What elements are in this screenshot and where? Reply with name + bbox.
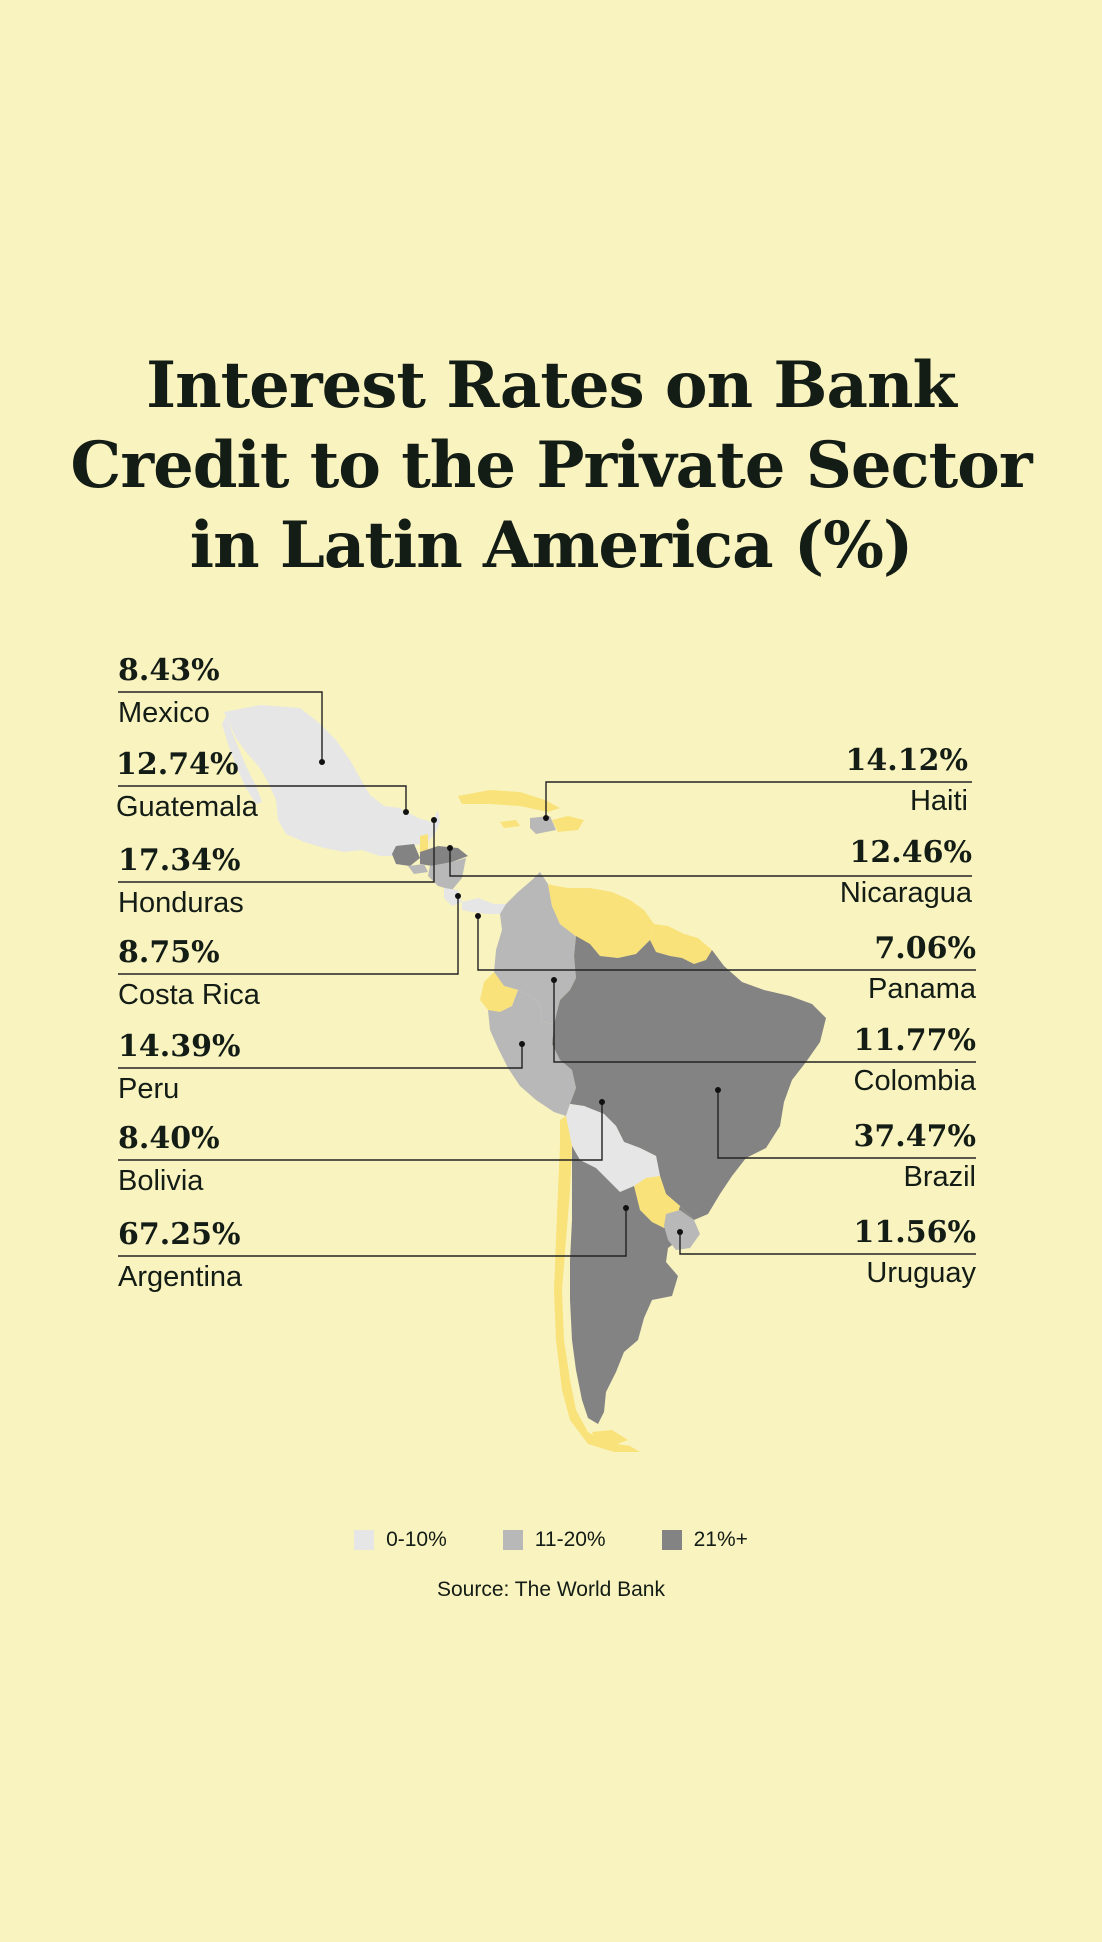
leader-line-haiti: [545, 781, 972, 818]
legend-swatch-21-plus: [661, 1530, 682, 1550]
source-note: Source: The World Bank: [436, 1578, 665, 1601]
map-region-guianas: [650, 924, 712, 964]
value-brazil: 37.47%: [853, 1119, 976, 1154]
leader-line-bolivia: [118, 1102, 603, 1161]
legend-label-0-10: 0-10%: [386, 1528, 447, 1551]
dot-nicaragua: [447, 845, 453, 851]
legend: 0-10% 11-20% 21%+: [0, 1528, 1102, 1552]
dot-costa-rica: [455, 893, 461, 899]
dot-uruguay: [677, 1229, 683, 1235]
leader-line-honduras: [118, 820, 435, 883]
value-peru: 14.39%: [118, 1029, 241, 1064]
map-region-brazil: [552, 936, 826, 1220]
value-guatemala: 12.74%: [116, 747, 239, 782]
value-uruguay: 11.56%: [853, 1215, 976, 1250]
map-region-el-salvador: [408, 864, 428, 874]
map-region-ecuador: [480, 972, 518, 1012]
leader-line-costa-rica: [118, 896, 459, 975]
leader-dots: [319, 759, 721, 1235]
page-title: Interest Rates on Bank Credit to the Pri…: [0, 346, 1102, 586]
label-bolivia: Bolivia: [118, 1165, 204, 1197]
dot-haiti: [543, 815, 549, 821]
dot-argentina: [623, 1205, 629, 1211]
dot-panama: [475, 913, 481, 919]
dot-honduras: [431, 817, 437, 823]
leader-line-argentina: [118, 1208, 627, 1257]
label-argentina: Argentina: [118, 1261, 243, 1293]
value-bolivia: 8.40%: [118, 1121, 220, 1156]
map-region-argentina: [570, 1146, 694, 1424]
leader-line-nicaragua: [449, 848, 972, 877]
value-nicaragua: 12.46%: [849, 835, 972, 870]
map-region-peru: [488, 990, 576, 1116]
label-mexico: Mexico: [118, 697, 210, 729]
value-panama: 7.06%: [874, 931, 976, 966]
dot-brazil: [715, 1087, 721, 1093]
map-region-cuba: [458, 790, 560, 812]
map-region-guatemala: [392, 844, 420, 866]
dot-peru: [519, 1041, 525, 1047]
leader-line-colombia: [553, 980, 976, 1063]
leader-line-panama: [477, 916, 976, 971]
label-honduras: Honduras: [118, 887, 244, 919]
map-region-honduras: [420, 846, 468, 866]
value-colombia: 11.77%: [853, 1023, 976, 1058]
title-line-1: Interest Rates on Bank: [146, 348, 957, 423]
map-region-bolivia: [566, 1104, 660, 1192]
value-argentina: 67.25%: [118, 1217, 241, 1252]
map-region-tierra-del-fuego: [592, 1430, 628, 1446]
label-panama: Panama: [867, 973, 976, 1005]
map-region-mexico: [224, 705, 440, 856]
label-costa-rica: Costa Rica: [118, 979, 260, 1011]
legend-item-0-10: 0-10%: [354, 1528, 447, 1552]
leader-line-guatemala: [118, 785, 407, 812]
leader-line-brazil: [717, 1090, 976, 1159]
map-region-colombia: [494, 872, 576, 1024]
value-costa-rica: 8.75%: [118, 935, 220, 970]
value-honduras: 17.34%: [118, 843, 241, 878]
legend-swatch-0-10: [354, 1530, 375, 1550]
dot-guatemala: [403, 809, 409, 815]
label-nicaragua: Nicaragua: [839, 877, 972, 909]
dot-bolivia: [599, 1099, 605, 1105]
map-region-panama: [462, 898, 506, 914]
map-region-haiti: [530, 816, 556, 834]
legend-item-21-plus: 21%+: [661, 1528, 748, 1552]
value-mexico: 8.43%: [118, 653, 220, 688]
dot-mexico: [319, 759, 325, 765]
title-line-3: in Latin America (%): [189, 508, 914, 583]
leader-line-mexico: [118, 691, 323, 762]
label-brazil: Brazil: [903, 1161, 976, 1193]
legend-label-11-20: 11-20%: [534, 1528, 606, 1551]
label-guatemala: Guatemala: [116, 791, 258, 823]
label-haiti: Haiti: [909, 785, 968, 817]
map-region-jamaica: [500, 820, 520, 828]
map-region-chile: [554, 1116, 640, 1452]
map-region-belize: [420, 834, 428, 854]
label-colombia: Colombia: [853, 1065, 977, 1097]
legend-label-21-plus: 21%+: [693, 1528, 748, 1551]
dot-colombia: [551, 977, 557, 983]
label-uruguay: Uruguay: [866, 1257, 976, 1289]
map-region-baja-california: [222, 716, 262, 804]
legend-item-11-20: 11-20%: [502, 1528, 606, 1552]
leader-line-peru: [118, 1044, 523, 1069]
map-region-venezuela: [548, 884, 654, 958]
map-region-nicaragua: [428, 858, 466, 890]
leader-line-uruguay: [679, 1232, 976, 1255]
title-line-2: Credit to the Private Sector: [70, 428, 1032, 503]
map-region-dominican-republic: [552, 816, 584, 832]
legend-swatch-11-20: [502, 1530, 523, 1550]
label-peru: Peru: [118, 1073, 180, 1105]
value-haiti: 14.12%: [845, 743, 968, 778]
leader-lines: [118, 691, 976, 1257]
